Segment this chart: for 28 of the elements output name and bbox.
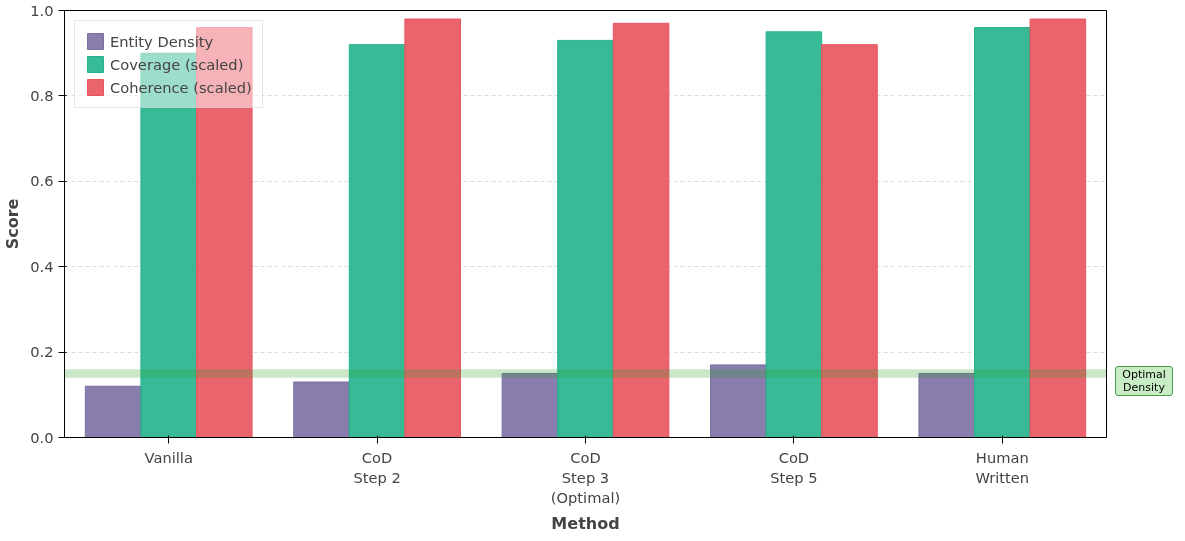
y-tick-label: 0.0	[30, 428, 54, 446]
x-tick-label: CoD Step 5	[770, 448, 818, 486]
bar	[501, 372, 559, 438]
band-label: Optimal Density	[1122, 368, 1166, 394]
bar	[710, 364, 767, 438]
bar	[404, 18, 461, 438]
bar	[348, 44, 406, 438]
x-axis-title: Method	[551, 514, 620, 534]
bar	[821, 44, 878, 438]
x-tick-label: CoD Step 2	[353, 448, 401, 486]
bar	[974, 27, 1031, 438]
y-tick-label: 0.6	[30, 172, 54, 190]
bar	[612, 22, 670, 438]
bar	[557, 39, 614, 438]
bar	[293, 381, 350, 438]
bar	[918, 372, 976, 438]
y-axis-title: Score	[3, 198, 23, 250]
x-tick-label: CoD Step 3 (Optimal)	[550, 448, 621, 507]
y-tick-label: 0.8	[30, 86, 54, 104]
y-tick-label: 1.0	[30, 1, 54, 19]
x-tick-label: Human Written	[975, 448, 1030, 486]
legend-label: Entity Density	[110, 32, 214, 50]
bar	[84, 385, 142, 438]
y-tick-label: 0.2	[30, 343, 54, 361]
bar	[1029, 18, 1087, 438]
x-tick-label: Vanilla	[144, 448, 193, 466]
y-tick-label: 0.4	[30, 257, 54, 275]
bar	[765, 31, 823, 438]
